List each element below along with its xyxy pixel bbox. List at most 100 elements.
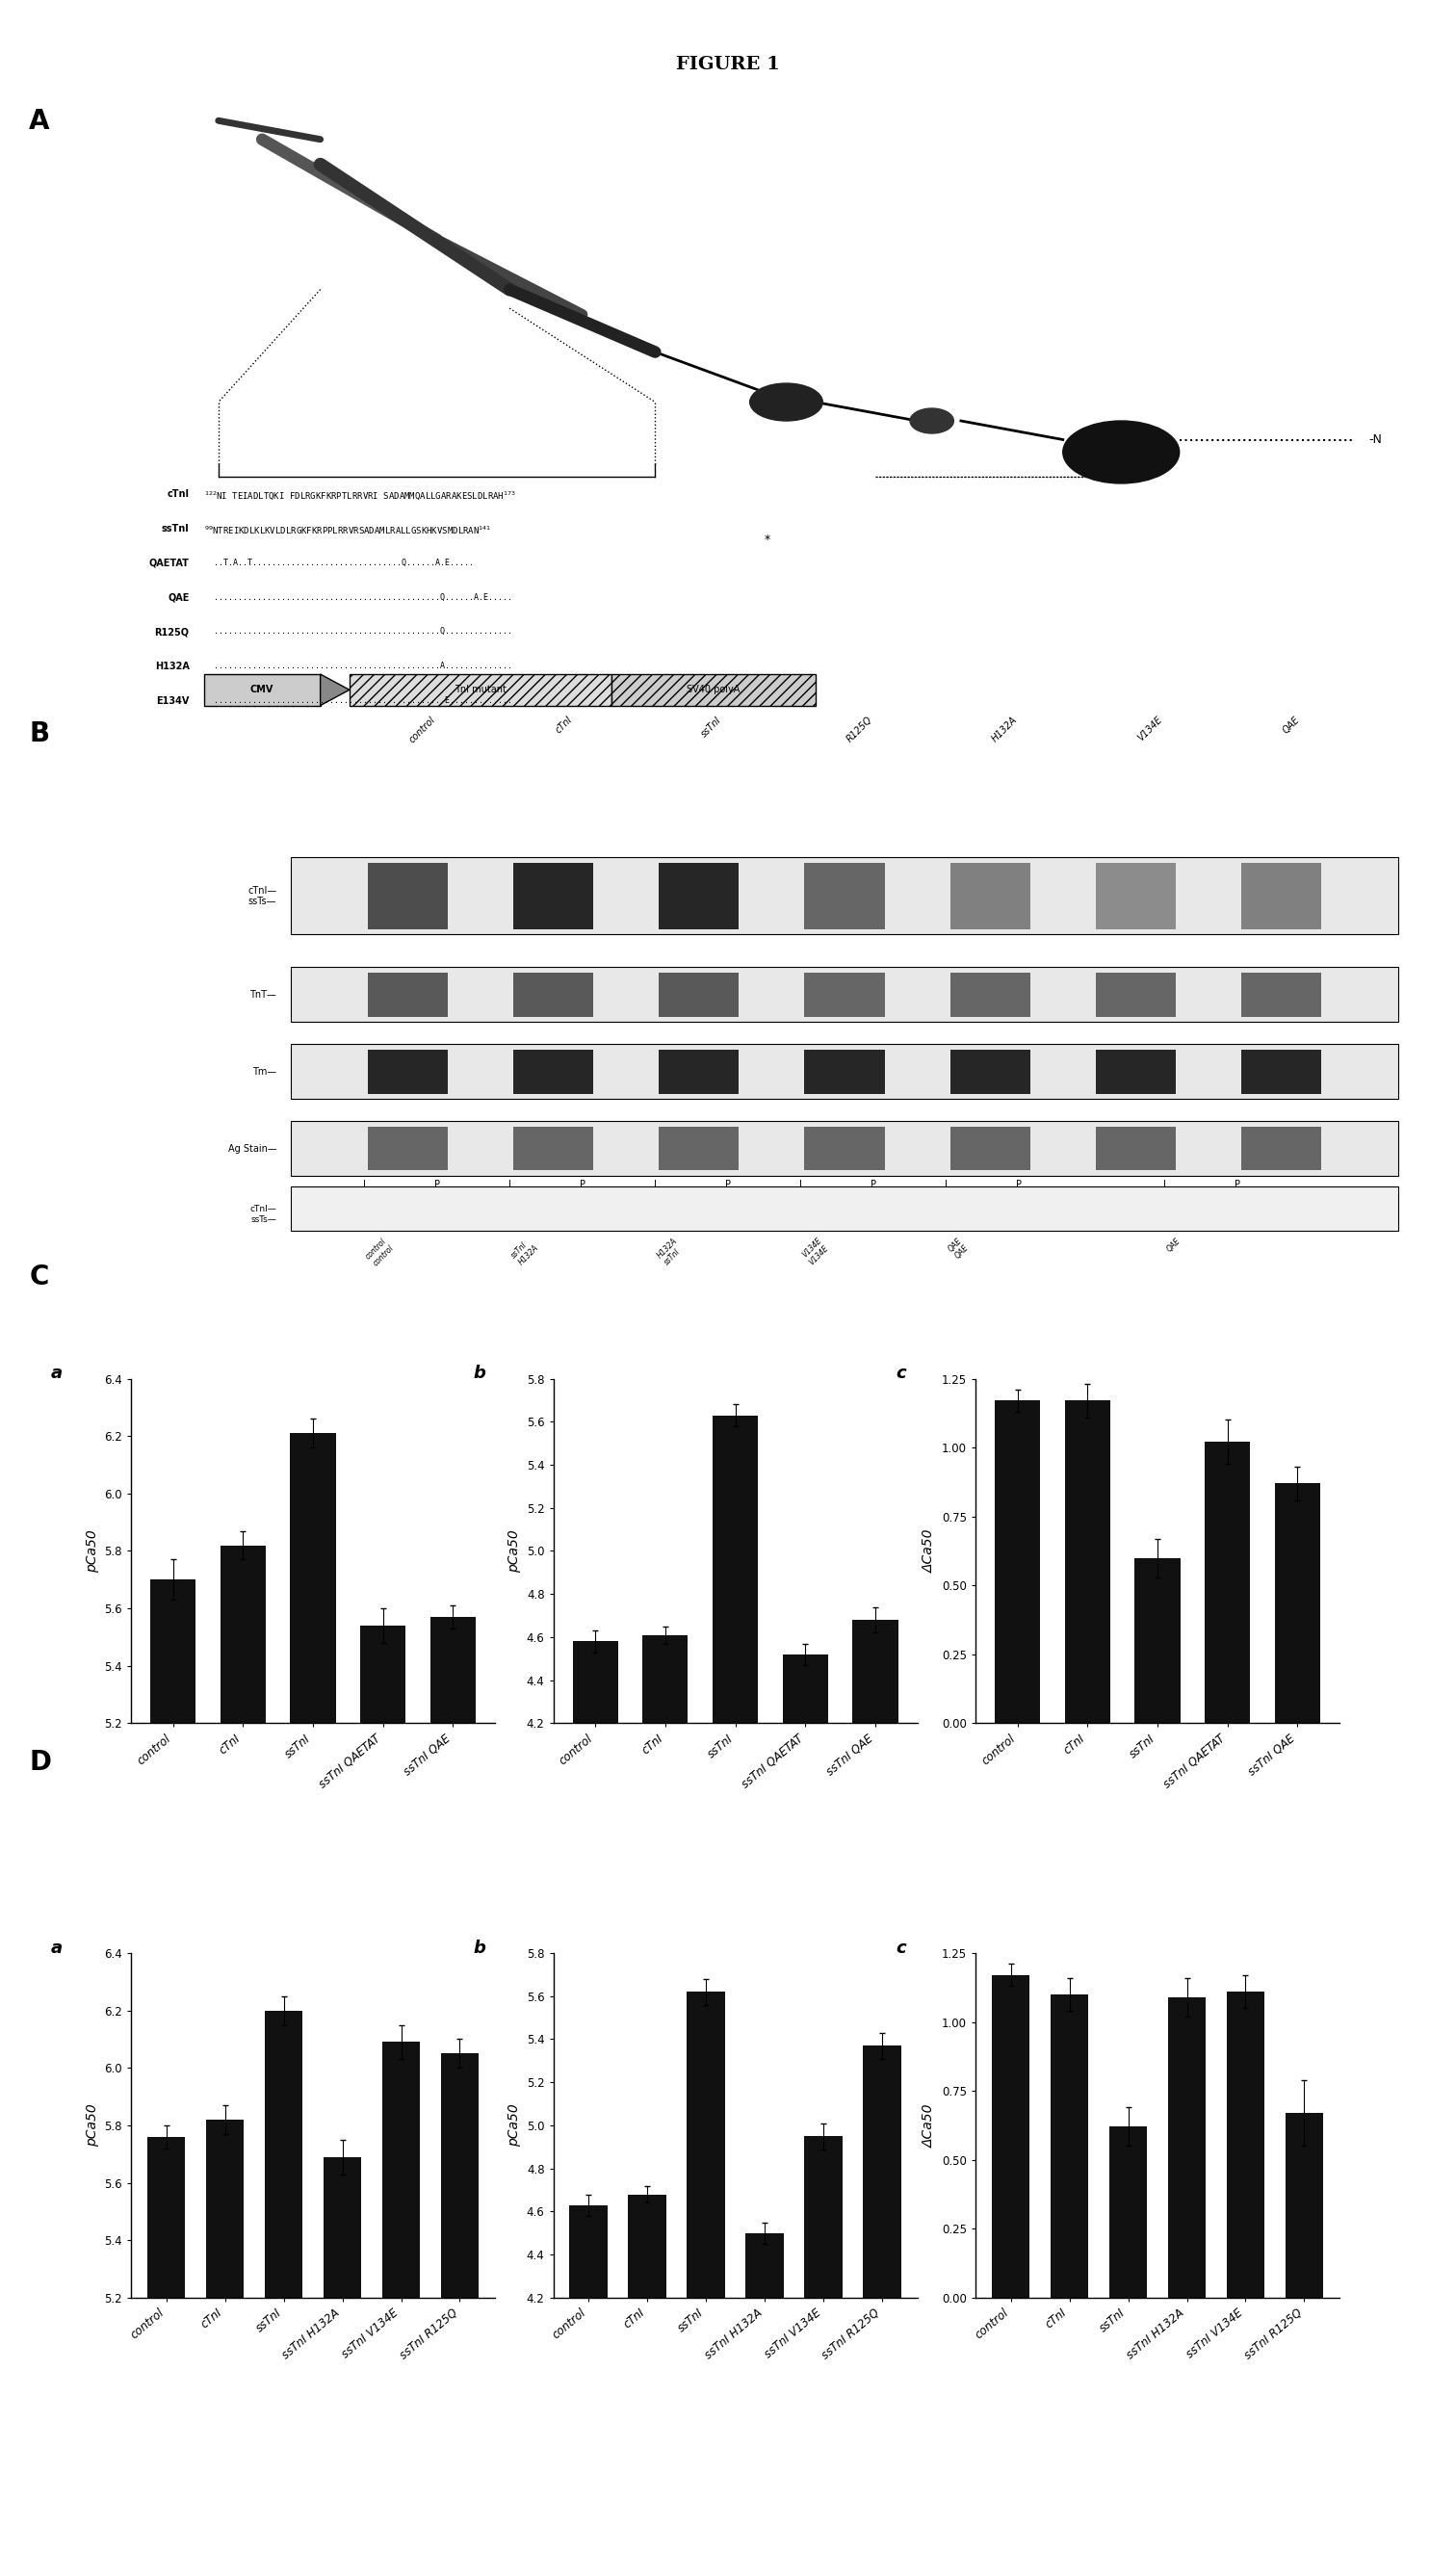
- Bar: [949, 863, 1031, 929]
- Bar: [1241, 973, 1322, 1016]
- Y-axis label: pCa50: pCa50: [508, 1529, 521, 1573]
- Bar: [360, 1626, 406, 2553]
- Text: ssTnI: ssTnI: [162, 523, 189, 534]
- Bar: [1168, 1996, 1206, 2298]
- Bar: [804, 1049, 885, 1093]
- Bar: [804, 863, 885, 929]
- Bar: [612, 674, 815, 705]
- Ellipse shape: [1063, 421, 1179, 483]
- Bar: [853, 1621, 898, 2553]
- Bar: [381, 2042, 421, 2553]
- Text: ssTnI: ssTnI: [699, 715, 722, 738]
- Bar: [658, 1126, 738, 1169]
- Bar: [994, 1402, 1040, 1723]
- Text: I: I: [508, 1179, 511, 1190]
- Bar: [1095, 1049, 1176, 1093]
- Bar: [431, 1616, 476, 2553]
- Bar: [1204, 1442, 1251, 1723]
- Bar: [367, 1126, 448, 1169]
- Bar: [205, 2119, 245, 2553]
- Bar: [367, 863, 448, 929]
- Text: $^{122}$NI TEIADLTQKI FDLRGKFKRPTLRRVRI SADAMMQALLGARAKESLDLRAH$^{173}$: $^{122}$NI TEIADLTQKI FDLRGKFKRPTLRRVRI …: [204, 490, 515, 503]
- Bar: [949, 1126, 1031, 1169]
- Text: ...............................................Q..............: ........................................…: [204, 628, 513, 636]
- Bar: [658, 1049, 738, 1093]
- Text: cTnI—
ssTs—: cTnI— ssTs—: [248, 886, 277, 906]
- Bar: [782, 1654, 828, 2553]
- Text: QAE: QAE: [1165, 1236, 1182, 1254]
- Text: c: c: [895, 1940, 906, 1956]
- Text: I: I: [1163, 1179, 1166, 1190]
- Bar: [1064, 1402, 1111, 1723]
- Bar: [291, 1187, 1398, 1231]
- Text: ...............................................Q......A.E.....: ........................................…: [204, 592, 513, 603]
- Bar: [291, 968, 1398, 1021]
- Text: I: I: [654, 1179, 657, 1190]
- Y-axis label: pCa50: pCa50: [86, 2104, 99, 2147]
- Bar: [687, 1991, 725, 2553]
- Text: B: B: [29, 720, 50, 748]
- Text: E134V: E134V: [156, 697, 189, 705]
- Text: a: a: [51, 1940, 63, 1956]
- Bar: [1286, 2114, 1324, 2298]
- Text: CMV: CMV: [250, 684, 274, 694]
- Bar: [1241, 1049, 1322, 1093]
- Bar: [712, 1414, 759, 2553]
- Bar: [291, 858, 1398, 934]
- Text: P: P: [579, 1179, 585, 1190]
- Bar: [290, 1432, 336, 2553]
- Bar: [1050, 1994, 1089, 2298]
- Text: ssTnI
H132A: ssTnI H132A: [510, 1236, 540, 1266]
- Polygon shape: [320, 674, 349, 705]
- Bar: [1109, 2127, 1147, 2298]
- Text: Tm—: Tm—: [252, 1067, 277, 1077]
- Bar: [572, 1642, 617, 2553]
- Text: cTnI—
ssTs—: cTnI— ssTs—: [250, 1205, 277, 1223]
- Text: cTnI: cTnI: [553, 715, 574, 735]
- Bar: [204, 674, 320, 705]
- Bar: [949, 973, 1031, 1016]
- Text: R125Q: R125Q: [844, 715, 874, 745]
- Bar: [642, 1634, 689, 2553]
- Text: R125Q: R125Q: [154, 628, 189, 636]
- Text: I: I: [945, 1179, 948, 1190]
- Ellipse shape: [750, 383, 823, 421]
- Bar: [323, 2157, 361, 2553]
- Text: TnT—: TnT—: [250, 991, 277, 1001]
- Bar: [220, 1545, 266, 2553]
- Text: I: I: [363, 1179, 365, 1190]
- Bar: [949, 1049, 1031, 1093]
- Bar: [1226, 1991, 1265, 2298]
- Bar: [628, 2196, 667, 2553]
- Text: V134E: V134E: [1136, 715, 1163, 743]
- Text: P: P: [871, 1179, 877, 1190]
- Text: ................................................E.............: ........................................…: [204, 697, 513, 705]
- Bar: [804, 2137, 843, 2553]
- Bar: [1095, 973, 1176, 1016]
- Bar: [367, 1049, 448, 1093]
- Text: C: C: [29, 1264, 48, 1292]
- Bar: [513, 1049, 594, 1093]
- Bar: [513, 973, 594, 1016]
- Text: H132A: H132A: [990, 715, 1019, 743]
- Bar: [441, 2053, 479, 2553]
- Text: $^{99}$NTREIKDLKLKVLDLRGKFKRPPLRRVRSADAMLRALLGSKHKVSMDLRAN$^{141}$: $^{99}$NTREIKDLKLKVLDLRGKFKRPPLRRVRSADAM…: [204, 523, 491, 536]
- Text: c: c: [895, 1366, 906, 1381]
- Bar: [147, 2137, 185, 2553]
- Bar: [367, 973, 448, 1016]
- Text: ..T.A..T...............................Q......A.E.....: ..T.A..T...............................Q…: [204, 559, 473, 567]
- Bar: [1241, 1126, 1322, 1169]
- Text: P: P: [1016, 1179, 1022, 1190]
- Text: I: I: [799, 1179, 802, 1190]
- Text: P: P: [1235, 1179, 1241, 1190]
- Text: TnI mutant: TnI mutant: [454, 684, 507, 694]
- Text: P: P: [434, 1179, 440, 1190]
- Text: QAE
QAE: QAE QAE: [946, 1236, 971, 1261]
- Text: H132A: H132A: [154, 661, 189, 671]
- Bar: [349, 674, 612, 705]
- Bar: [1134, 1557, 1181, 1723]
- Y-axis label: ΔCa50: ΔCa50: [923, 1529, 936, 1573]
- Bar: [513, 1126, 594, 1169]
- Text: ...............................................A..............: ........................................…: [204, 661, 513, 671]
- Bar: [1095, 1126, 1176, 1169]
